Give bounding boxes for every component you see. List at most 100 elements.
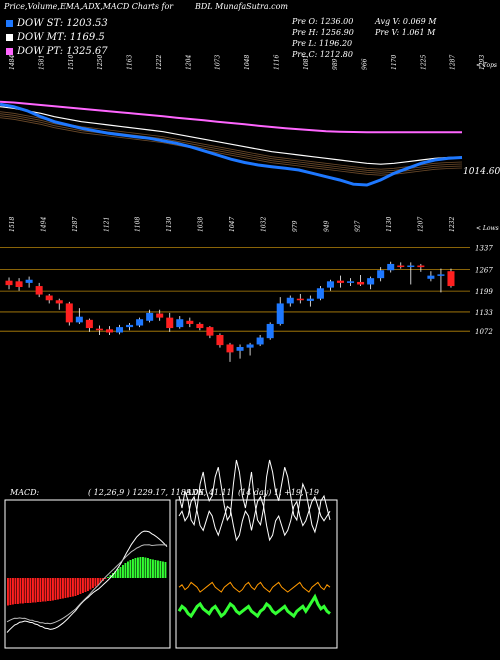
macd-histogram-bar (92, 578, 94, 588)
candle-body (226, 344, 234, 353)
stat-prev-open: Pre O: 1236.00 (292, 17, 354, 26)
legend-dow-mt: DOW MT: 1169.5 (6, 32, 105, 43)
adx-series-adx (178, 581, 331, 593)
candle-body (75, 316, 83, 323)
candle-body (65, 303, 73, 323)
candle-body (126, 324, 134, 328)
macd-histogram-bar (124, 563, 127, 578)
candle-body (286, 297, 294, 304)
candle-body (45, 295, 53, 301)
macd-histogram-bar (82, 578, 84, 593)
ticker-label: BDL MunafaSutra.com (195, 2, 289, 11)
price-level-label: 1199 (475, 288, 493, 296)
macd-histogram-bar (42, 578, 44, 602)
price-low-label: 927 (355, 220, 362, 232)
macd-histogram-bar (159, 561, 162, 578)
macd-histogram-bar (32, 578, 34, 603)
ema-top-label: 1510 (68, 55, 75, 70)
macd-histogram-bar (77, 578, 79, 595)
stat-prev-close: Pre C: 1212.80 (292, 50, 353, 59)
macd-histogram-bar (87, 578, 89, 591)
candle-body (136, 319, 144, 326)
candle-body (5, 280, 13, 286)
macd-histogram-bar (14, 578, 17, 604)
ema-band-line (0, 117, 463, 176)
price-low-label: 949 (323, 220, 330, 232)
macd-histogram-bar (67, 578, 69, 598)
ema-top-label: 1163 (127, 55, 134, 70)
macd-histogram-bar (89, 578, 92, 590)
macd-histogram-bar (117, 569, 119, 578)
price-low-label: 1130 (386, 217, 393, 232)
candle-body (216, 335, 224, 346)
candle-body (196, 323, 204, 329)
candle-body (236, 347, 244, 351)
macd-histogram-bar (127, 561, 129, 578)
ema-top-label: 1048 (244, 55, 251, 70)
candle-body (306, 298, 314, 301)
legend-swatch-icon (6, 48, 13, 55)
candle-body (146, 312, 154, 321)
ema-top-label: 1204 (185, 55, 192, 70)
macd-histogram-bar (162, 561, 164, 578)
adx-frame (175, 499, 338, 649)
ema-top-label: 1073 (215, 55, 222, 70)
macd-histogram-bar (119, 567, 122, 578)
macd-histogram-bar (94, 578, 97, 587)
price-low-label: 1207 (418, 217, 425, 232)
macd-histogram-bar (154, 560, 157, 578)
macd-histogram-bar (29, 578, 32, 603)
ema-top-label: 1287 (450, 55, 457, 70)
macd-histogram-bar (22, 578, 24, 604)
candle-body (296, 298, 304, 301)
candle-body (266, 323, 274, 339)
price-low-label: 1130 (166, 217, 173, 232)
candle-body (85, 319, 93, 329)
candle-body (427, 275, 435, 279)
legend-dow-st: DOW ST: 1203.53 (6, 18, 108, 29)
macd-histogram-bar (44, 578, 47, 602)
adx-panel (175, 459, 338, 649)
price-level-label: 1267 (475, 267, 493, 275)
ema-top-label: 1116 (273, 55, 280, 70)
macd-histogram-bar (39, 578, 42, 602)
candle-body (156, 313, 164, 318)
candle-body (55, 300, 63, 304)
macd-signal-line (6, 544, 168, 625)
macd-values: ( 12,26,9 ) 1229.17, 1188.06, 41.11 (88, 488, 232, 497)
macd-histogram-bar (49, 578, 52, 601)
price-low-label: 1032 (260, 217, 267, 232)
candle-body (25, 279, 33, 283)
ema-top-label: 1222 (156, 55, 163, 70)
candle-body (256, 337, 264, 345)
price-low-label: 1047 (229, 217, 236, 232)
adx-series--di (178, 459, 331, 534)
stat-prev-volume: Pre V: 1.061 M (375, 28, 436, 37)
macd-histogram-bar (17, 578, 19, 604)
macd-histogram-bar (72, 578, 74, 597)
macd-histogram-bar (64, 578, 67, 598)
macd-histogram-bar (59, 578, 62, 599)
macd-histogram-bar (97, 578, 99, 585)
macd-histogram-bar (84, 578, 87, 592)
macd-histogram-bar (57, 578, 59, 600)
candle-body (387, 263, 395, 271)
candle-body (115, 327, 124, 333)
macd-histogram-bar (62, 578, 64, 599)
macd-histogram-bar (157, 560, 159, 578)
candle-body (166, 317, 174, 329)
macd-histogram-bar (47, 578, 49, 601)
ema-top-label: 966 (362, 58, 369, 70)
macd-histogram-bar (27, 578, 29, 603)
macd-histogram-bar (74, 578, 77, 596)
macd-histogram-bar (12, 578, 14, 605)
macd-line (6, 530, 168, 633)
candle-body (186, 320, 194, 324)
ema-top-label: 1484 (9, 55, 16, 70)
price-panel: 1518 1494 1287 1121 1108 1130 1038 1047 1032 979 9… (0, 217, 493, 362)
candle-body (15, 281, 23, 287)
legend-dow-pt: DOW PT: 1325.67 (6, 46, 108, 57)
candle-body (316, 288, 324, 299)
legend-swatch-icon (6, 34, 13, 41)
